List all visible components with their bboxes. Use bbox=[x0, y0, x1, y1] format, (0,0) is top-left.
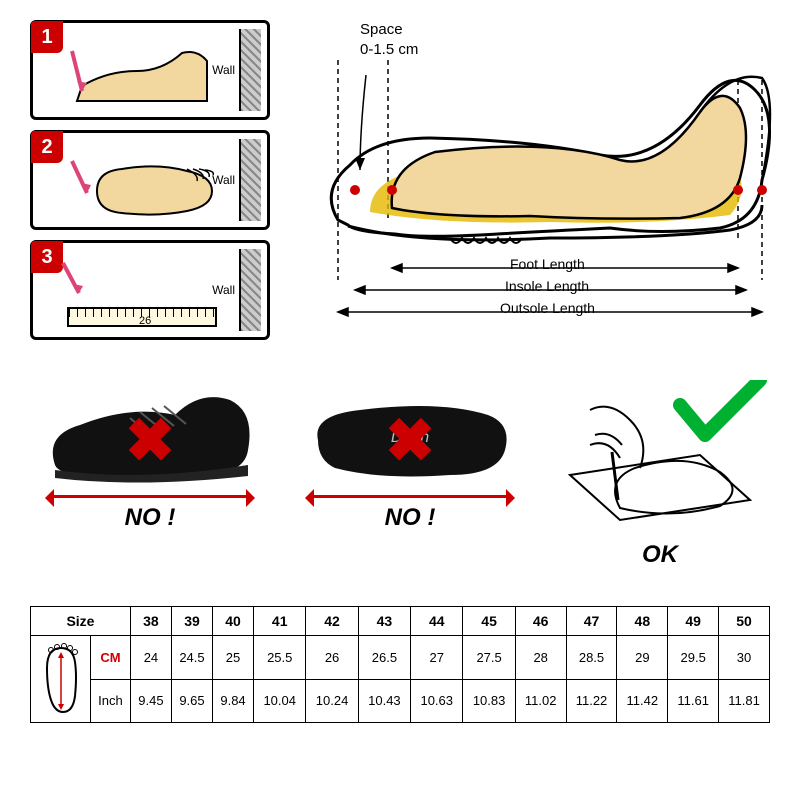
inch-cell: 11.22 bbox=[566, 679, 617, 723]
size-col: 44 bbox=[411, 607, 463, 636]
caption: NO ! bbox=[20, 504, 280, 532]
top-section: 1 Wall 2 Wall bbox=[0, 0, 800, 370]
shoe-cross-section: Space 0-1.5 cm bbox=[300, 20, 790, 360]
pencil-icon bbox=[61, 261, 91, 301]
wall-icon bbox=[239, 249, 261, 331]
inch-cell: 11.02 bbox=[515, 679, 566, 723]
cm-label: CM bbox=[91, 636, 131, 680]
correct-trace: OK bbox=[540, 380, 780, 569]
inch-cell: 11.61 bbox=[668, 679, 719, 723]
cm-cell: 28 bbox=[515, 636, 566, 680]
inch-cell: 10.43 bbox=[358, 679, 410, 723]
x-icon: ✖ bbox=[385, 406, 435, 476]
cm-cell: 26 bbox=[306, 636, 358, 680]
step-badge: 2 bbox=[31, 131, 63, 163]
size-col: 42 bbox=[306, 607, 358, 636]
size-table-el: Size 38394041424344454647484950 bbox=[30, 606, 770, 723]
cm-cell: 28.5 bbox=[566, 636, 617, 680]
wall-icon bbox=[239, 29, 261, 111]
size-header: Size bbox=[31, 607, 131, 636]
ruler-icon: 26 bbox=[67, 307, 217, 327]
wrong-shoe: ✖ NO ! bbox=[20, 380, 280, 532]
foot-outline-cell bbox=[31, 636, 91, 723]
method-row: ✖ NO ! DnLn ✖ NO ! OK bbox=[0, 380, 800, 570]
size-col: 48 bbox=[617, 607, 668, 636]
size-col: 39 bbox=[171, 607, 212, 636]
inch-cell: 9.84 bbox=[213, 679, 254, 723]
cm-cell: 24.5 bbox=[171, 636, 212, 680]
inch-cell: 11.81 bbox=[719, 679, 770, 723]
size-col: 41 bbox=[254, 607, 306, 636]
cm-cell: 25 bbox=[213, 636, 254, 680]
header-row: Size 38394041424344454647484950 bbox=[31, 607, 770, 636]
inch-cell: 10.04 bbox=[254, 679, 306, 723]
cm-cell: 24 bbox=[130, 636, 171, 680]
inch-cell: 10.63 bbox=[411, 679, 463, 723]
ruler-value: 26 bbox=[139, 315, 151, 327]
foot-outline-icon bbox=[39, 642, 83, 716]
size-col: 40 bbox=[213, 607, 254, 636]
sizing-guide: 1 Wall 2 Wall bbox=[0, 0, 800, 800]
cm-cell: 29.5 bbox=[668, 636, 719, 680]
caption: OK bbox=[540, 541, 780, 569]
outsole-length-label: Outsole Length bbox=[500, 300, 595, 316]
step-badge: 3 bbox=[31, 241, 63, 273]
cm-row: CM 2424.52525.52626.52727.52828.52929.53… bbox=[31, 636, 770, 680]
x-icon: ✖ bbox=[125, 406, 175, 476]
inch-cell: 10.83 bbox=[463, 679, 515, 723]
inch-cell: 9.45 bbox=[130, 679, 171, 723]
trace-icon bbox=[550, 380, 770, 530]
inch-cell: 9.65 bbox=[171, 679, 212, 723]
wall-icon bbox=[239, 139, 261, 221]
inch-row: Inch 9.459.659.8410.0410.2410.4310.6310.… bbox=[31, 679, 770, 723]
size-col: 43 bbox=[358, 607, 410, 636]
step-1: 1 Wall bbox=[30, 20, 270, 120]
wall-label: Wall bbox=[212, 283, 235, 297]
step-badge: 1 bbox=[31, 21, 63, 53]
foot-length-label: Foot Length bbox=[510, 256, 585, 272]
caption: NO ! bbox=[280, 504, 540, 532]
size-col: 46 bbox=[515, 607, 566, 636]
size-col: 45 bbox=[463, 607, 515, 636]
insole-length-label: Insole Length bbox=[505, 278, 589, 294]
cm-cell: 26.5 bbox=[358, 636, 410, 680]
cm-cell: 29 bbox=[617, 636, 668, 680]
size-col: 50 bbox=[719, 607, 770, 636]
width-arrow bbox=[310, 495, 510, 498]
size-col: 49 bbox=[668, 607, 719, 636]
foot-top-icon bbox=[67, 151, 217, 221]
step-3: 3 Wall 26 bbox=[30, 240, 270, 340]
foot-side-icon bbox=[67, 41, 217, 111]
cm-cell: 30 bbox=[719, 636, 770, 680]
step-2: 2 Wall bbox=[30, 130, 270, 230]
cm-cell: 27.5 bbox=[463, 636, 515, 680]
measurement-steps: 1 Wall 2 Wall bbox=[30, 20, 270, 350]
width-arrow bbox=[50, 495, 250, 498]
size-table: Size 38394041424344454647484950 bbox=[30, 606, 770, 723]
wrong-insole: DnLn ✖ NO ! bbox=[280, 380, 540, 532]
inch-cell: 11.42 bbox=[617, 679, 668, 723]
cm-cell: 27 bbox=[411, 636, 463, 680]
size-col: 47 bbox=[566, 607, 617, 636]
cm-cell: 25.5 bbox=[254, 636, 306, 680]
size-col: 38 bbox=[130, 607, 171, 636]
inch-label: Inch bbox=[91, 679, 131, 723]
inch-cell: 10.24 bbox=[306, 679, 358, 723]
